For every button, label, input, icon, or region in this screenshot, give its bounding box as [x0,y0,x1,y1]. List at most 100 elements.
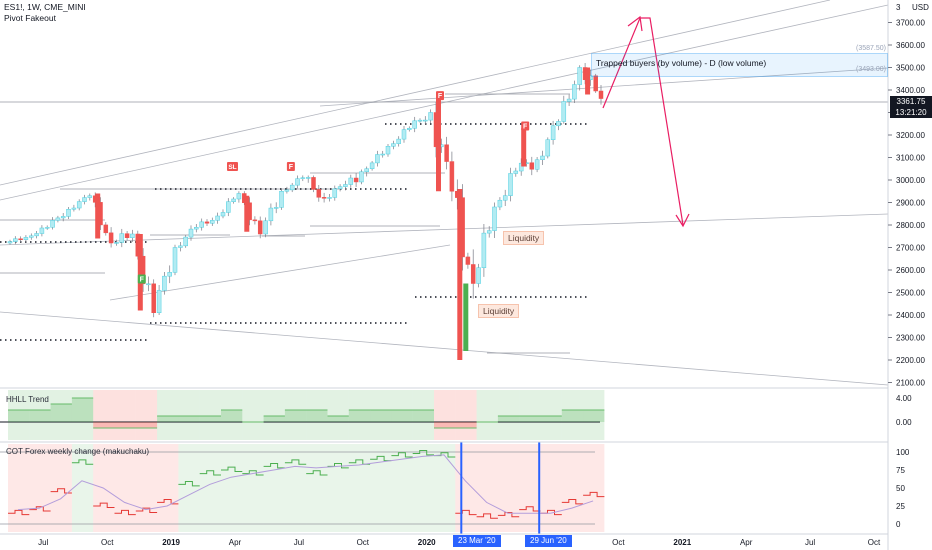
candle-body [268,207,274,222]
time-axis-label: Oct [612,538,625,547]
indicator-title: Pivot Fakeout [4,13,56,23]
emphasized-candle [457,189,463,360]
candle-body [231,198,236,202]
cot-tick-label: 75 [896,466,905,475]
candle-body [556,121,561,127]
candle-body [470,264,476,284]
candle-body [226,201,231,213]
cot-tick-label: 50 [896,484,905,493]
candle-body [364,168,369,173]
cot-step-line [583,491,605,498]
last-price-tag: 3361.75 [890,96,932,107]
cot-band [519,444,541,532]
cot-tick-label: 100 [896,448,910,457]
fakeout-marker [436,91,444,101]
cot-band [263,444,285,532]
cot-step-line [412,450,434,456]
cot-band [497,444,520,532]
emphasized-candle [521,128,527,167]
price-tick-label: 2100.00 [896,379,925,388]
candle-body [423,119,428,122]
candle-body [300,177,306,179]
hhll-band [178,390,200,440]
hhll-line [8,397,605,429]
candle-body [577,67,582,85]
cot-band [476,444,498,532]
candle-body [289,184,295,191]
cot-band [221,444,243,532]
price-tick-label: 3500.00 [896,64,925,73]
cot-step-line [135,507,158,513]
hhll-fill [391,410,413,422]
candle-body [444,144,449,162]
trend-line [0,4,889,201]
candle-body [359,171,364,183]
candle-body [162,275,167,291]
time-axis-label: Oct [357,538,370,547]
hhll-band [306,390,328,440]
hhll-fill [412,410,434,422]
hhll-band [263,390,285,440]
cot-step-line [50,488,72,494]
hhll-band [497,390,520,440]
candle-body [279,191,284,208]
candle-body [172,247,178,273]
candle-body [263,220,268,235]
cot-band [135,444,158,532]
date-tag-mar20: 23 Mar '20 [453,535,501,547]
trend-line [0,0,831,186]
time-axis-label: 2020 [418,538,436,547]
price-tick-label: 2400.00 [896,311,925,320]
hhll-band [412,390,434,440]
candle-body [273,207,279,209]
hhll-band [50,390,72,440]
candle-body [332,188,338,198]
candle-body [566,98,572,102]
price-tick-label: 2700.00 [896,244,925,253]
time-axis-label: Jul [805,538,815,547]
candle-body [343,184,348,187]
cot-step-line [29,506,51,512]
hhll-fill [71,398,94,422]
hhll-fill [306,410,328,422]
candle-body [305,177,311,179]
time-axis-label: Oct [868,538,881,547]
emphasized-candle [585,67,591,95]
hhll-band [583,390,605,440]
candle-body [18,238,23,241]
hhll-band [540,390,562,440]
hhll-band [242,390,264,440]
candle-body [327,197,332,199]
cot-band [8,444,30,532]
cot-step-line [497,511,520,518]
candle-body [29,235,34,238]
hhll-fill [157,416,179,422]
projection-arrow-up [627,15,643,32]
cot-step-line [8,509,30,516]
cot-step-line [561,499,584,505]
candle-body [156,290,162,313]
hhll-fill [455,422,477,428]
hhll-fill [519,416,541,422]
hhll-fill [348,410,371,422]
hhll-fill [221,410,243,422]
cot-band [412,444,434,532]
hhll-band [519,390,541,440]
fakeout-marker-label: F [140,277,145,284]
liquidity-label-upper: Liquidity [503,231,545,245]
candle-body [545,139,551,157]
candle-body [119,233,125,243]
cot-panel-title: COT Forex weekly change (makuchaku) [6,447,150,456]
cot-band [327,444,349,532]
candle-body [492,206,497,231]
cot-band [284,444,307,532]
candle-body [284,189,290,192]
hhll-fill [114,422,136,428]
hhll-fill [29,410,51,422]
candle-body [593,75,598,92]
candle-body [476,267,481,284]
time-axis-label: 2019 [162,538,180,547]
trapped-zone[interactable] [591,53,888,77]
candle-body [534,159,540,170]
